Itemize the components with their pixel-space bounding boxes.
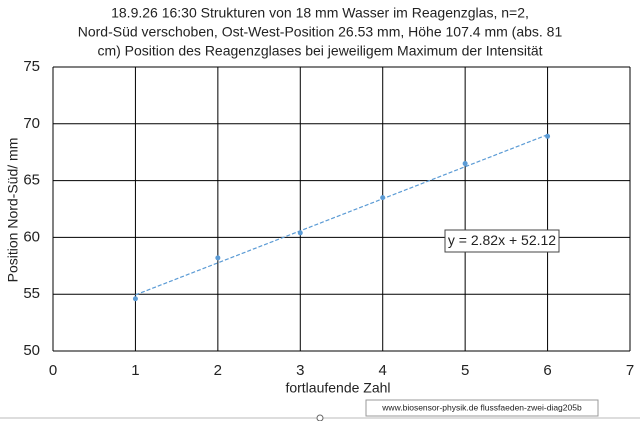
y-tick-label: 55 bbox=[23, 285, 40, 302]
footer-box bbox=[365, 399, 599, 417]
point bbox=[215, 255, 221, 261]
x-tick-label: 6 bbox=[543, 362, 551, 379]
point bbox=[545, 133, 551, 139]
x-tick-label: 4 bbox=[379, 362, 387, 379]
handle bbox=[316, 414, 324, 421]
chart-title: 18.9.26 16:30 Strukturen von 18 mm Wasse… bbox=[111, 5, 529, 21]
chart-title: Nord-Süd verschoben, Ost-West-Position 2… bbox=[78, 24, 563, 40]
chart-title: cm) Position des Reagenzglases bei jewei… bbox=[97, 43, 542, 59]
point bbox=[132, 296, 138, 302]
y-axis-label: Position Nord-Süd/ mm bbox=[5, 138, 21, 283]
point bbox=[380, 195, 386, 201]
x-tick-label: 1 bbox=[131, 362, 139, 379]
point bbox=[297, 230, 303, 236]
y-tick-label: 75 bbox=[23, 58, 40, 75]
x-tick-label: 3 bbox=[296, 362, 304, 379]
x-tick-label: 5 bbox=[461, 362, 469, 379]
y-tick-label: 50 bbox=[23, 342, 40, 359]
y-tick-label: 60 bbox=[23, 228, 40, 245]
y-tick-label: 65 bbox=[23, 172, 40, 189]
point bbox=[462, 161, 468, 167]
equation-box bbox=[444, 229, 560, 253]
x-axis-label: fortlaufende Zahl bbox=[285, 380, 390, 396]
equation: y = 2.82x + 52.12 bbox=[448, 232, 556, 248]
trendline bbox=[135, 134, 548, 296]
x-tick-label: 2 bbox=[214, 362, 222, 379]
x-tick-label: 0 bbox=[49, 362, 57, 379]
x-tick-label: 7 bbox=[626, 362, 634, 379]
y-tick-label: 70 bbox=[23, 115, 40, 132]
footer: www.biosensor-physik.de flussfaeden-zwei… bbox=[381, 402, 582, 412]
